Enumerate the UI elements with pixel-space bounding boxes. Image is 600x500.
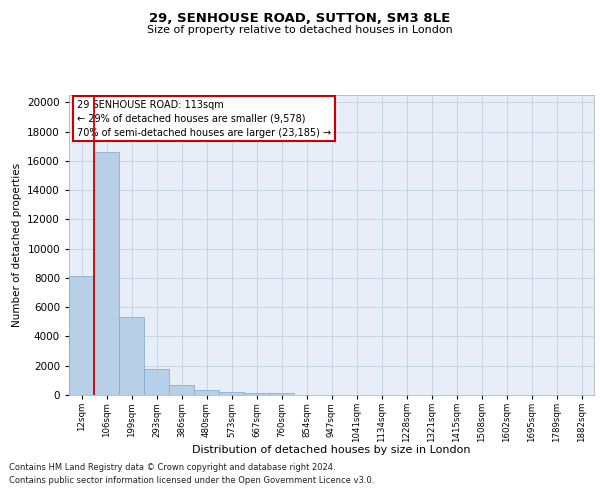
- Bar: [269, 393, 294, 395]
- Text: Contains public sector information licensed under the Open Government Licence v3: Contains public sector information licen…: [9, 476, 374, 485]
- Bar: [69, 276, 94, 395]
- Bar: [244, 393, 269, 395]
- Bar: [194, 390, 219, 395]
- X-axis label: Distribution of detached houses by size in London: Distribution of detached houses by size …: [192, 445, 471, 455]
- Bar: [144, 368, 169, 395]
- Text: 29 SENHOUSE ROAD: 113sqm
← 29% of detached houses are smaller (9,578)
70% of sem: 29 SENHOUSE ROAD: 113sqm ← 29% of detach…: [77, 100, 331, 138]
- Text: Size of property relative to detached houses in London: Size of property relative to detached ho…: [147, 25, 453, 35]
- Bar: [94, 152, 119, 395]
- Bar: [219, 392, 244, 395]
- Text: Contains HM Land Registry data © Crown copyright and database right 2024.: Contains HM Land Registry data © Crown c…: [9, 464, 335, 472]
- Bar: [169, 386, 194, 395]
- Bar: [119, 318, 144, 395]
- Text: 29, SENHOUSE ROAD, SUTTON, SM3 8LE: 29, SENHOUSE ROAD, SUTTON, SM3 8LE: [149, 12, 451, 26]
- Y-axis label: Number of detached properties: Number of detached properties: [11, 163, 22, 327]
